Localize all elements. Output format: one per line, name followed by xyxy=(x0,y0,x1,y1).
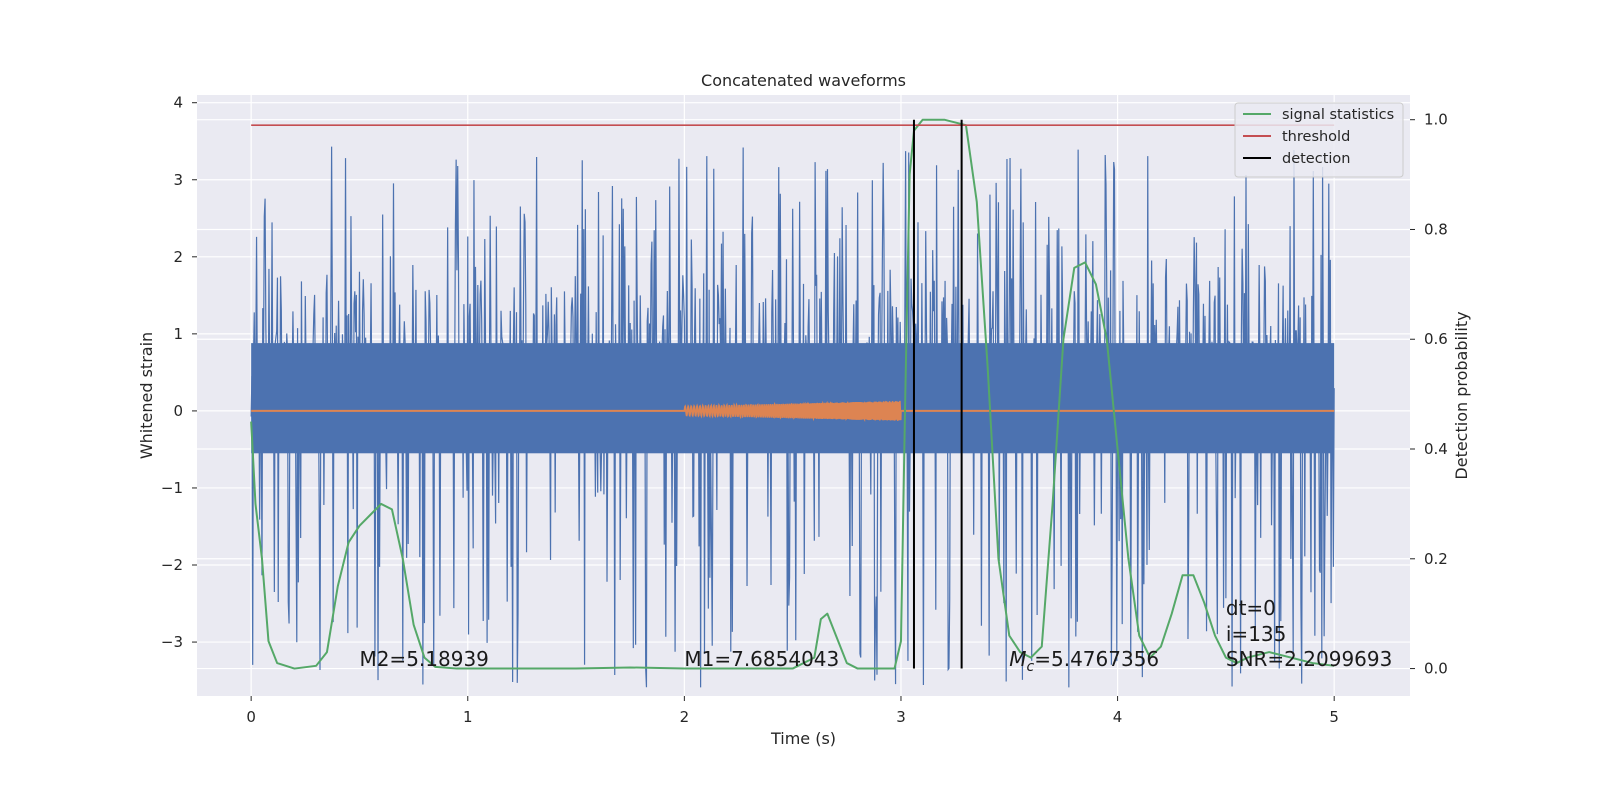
annotations: M2=5.18939 M1=7.6854043 Mc=5.4767356 dt=0i=… xyxy=(359,596,1392,675)
legend: signal statistics threshold detection xyxy=(1234,102,1404,178)
strain-core-band xyxy=(251,343,1335,454)
y-tick-label-left: 2 xyxy=(173,248,183,266)
y-tick-label-left: −1 xyxy=(161,479,183,497)
annotation-text: i=135 xyxy=(1226,622,1287,646)
y-tick-label-right: 0.0 xyxy=(1424,660,1448,678)
y-tick-label-left: 4 xyxy=(173,94,183,112)
x-axis-label: Time (s) xyxy=(770,729,836,748)
x-tick-label: 1 xyxy=(463,708,473,726)
y-axis-label-left: Whitened strain xyxy=(137,332,156,459)
annotation-text: M1=7.6854043 xyxy=(684,647,839,671)
x-tick-label: 0 xyxy=(246,708,256,726)
y-tick-label-left: 1 xyxy=(173,325,183,343)
y-tick-label-right: 0.2 xyxy=(1424,550,1448,568)
y-tick-label-left: −2 xyxy=(161,556,183,574)
annotation-text: M2=5.18939 xyxy=(359,647,488,671)
legend-label: signal statistics xyxy=(1282,107,1394,123)
y-tick-label-right: 0.4 xyxy=(1424,440,1448,458)
legend-label: threshold xyxy=(1282,129,1350,145)
legend-label: detection xyxy=(1282,151,1350,167)
x-tick-label: 3 xyxy=(896,708,906,726)
waveform-chirp xyxy=(683,400,902,423)
series-layer xyxy=(250,118,1335,688)
annotation-text: Mc=5.4767356 xyxy=(1009,647,1159,675)
chart-title: Concatenated waveforms xyxy=(701,71,906,90)
annotation-text: dt=0 xyxy=(1226,596,1276,620)
y-tick-label-left: 3 xyxy=(173,171,183,189)
signal-statistics-line xyxy=(250,118,1335,670)
y-tick-label-right: 1.0 xyxy=(1424,111,1448,129)
y-tick-label-right: 0.6 xyxy=(1424,330,1448,348)
y-tick-label-left: 0 xyxy=(173,402,183,420)
y-tick-label-left: −3 xyxy=(161,633,183,651)
y-tick-label-right: 0.8 xyxy=(1424,220,1448,238)
x-tick-label: 5 xyxy=(1329,708,1339,726)
tick-labels: 0 1 2 3 4 5 −3 −2 −1 0 1 2 3 4 0.0 0.2 0.4 0.6 0.8 1.0 xyxy=(161,94,1448,726)
y-axis-label-right: Detection probability xyxy=(1452,311,1471,479)
x-tick-label: 4 xyxy=(1113,708,1123,726)
legend-box xyxy=(1234,102,1404,178)
clipped-series xyxy=(250,118,1335,688)
x-tick-label: 2 xyxy=(680,708,690,726)
annotation-text: SNR=2.2099693 xyxy=(1226,647,1392,671)
